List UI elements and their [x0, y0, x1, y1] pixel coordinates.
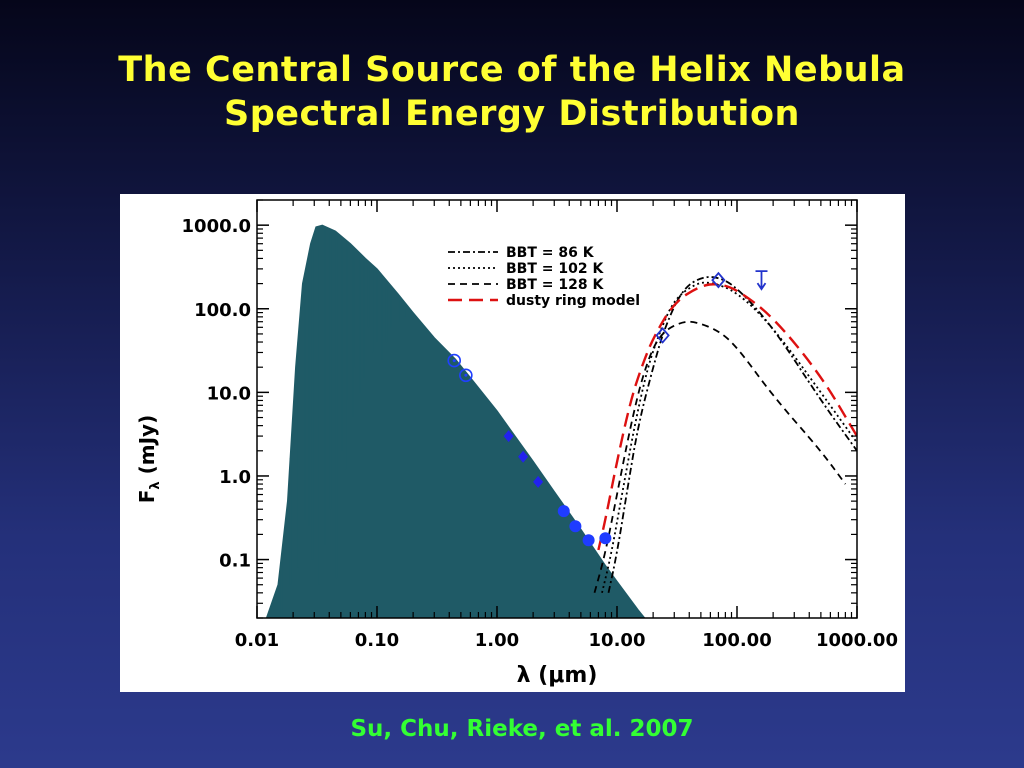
data-point-filled-circle — [599, 532, 612, 545]
legend-label: BBT = 102 K — [506, 261, 604, 277]
sed-chart-panel: 0.01 0.10 1.00 10.00 100.00 1000.00 0.1 1.0 10.0… — [120, 194, 905, 692]
x-tick-label: 0.01 — [235, 630, 279, 651]
series-bbt-102-k — [601, 281, 857, 594]
legend-label: BBT = 86 K — [506, 245, 595, 261]
data-point-filled-circle — [569, 520, 582, 533]
x-tick-label: 100.00 — [702, 630, 771, 651]
data-point-diamond — [503, 430, 514, 443]
data-point-upper-limit — [755, 270, 768, 291]
legend-label: dusty ring model — [506, 293, 640, 309]
data-point-open-circle-center — [452, 359, 456, 363]
x-axis-label: λ (μm) — [517, 663, 598, 688]
plot-frame — [256, 199, 858, 619]
series-bbt-86-k — [607, 276, 857, 593]
y-axis-label: Fλ (mJy) — [135, 415, 163, 503]
data-point-diamond — [533, 475, 544, 488]
x-tick-label: 10.00 — [589, 630, 646, 651]
sed-chart: 0.01 0.10 1.00 10.00 100.00 1000.00 0.1 1.0 10.0… — [135, 199, 898, 688]
y-tick-label: 1.0 — [219, 467, 251, 488]
series-dusty-ring-model — [597, 283, 857, 551]
title-line-1: The Central Source of the Helix Nebula — [118, 50, 906, 90]
data-point-open-diamond — [655, 327, 670, 344]
x-tick-label: 1000.00 — [816, 630, 898, 651]
x-tick-label: 0.10 — [355, 630, 399, 651]
data-point-open-circle — [447, 353, 462, 368]
legend-label: BBT = 128 K — [506, 277, 604, 293]
data-point-open-diamond — [711, 271, 726, 289]
data-point-open-circle — [459, 368, 473, 383]
title-line-2: Spectral Energy Distribution — [224, 94, 800, 134]
data-point-diamond — [518, 450, 529, 463]
data-point-filled-circle — [557, 505, 570, 518]
citation: Su, Chu, Rieke, et al. 2007 — [350, 716, 694, 742]
y-tick-label: 100.0 — [194, 300, 251, 321]
data-point-filled-circle — [582, 534, 595, 547]
slide-title: The Central Source of the Helix Nebula S… — [0, 48, 1024, 136]
data-point-open-circle-center — [464, 373, 468, 377]
y-tick-label: 0.1 — [219, 551, 251, 572]
y-tick-label: 1000.0 — [182, 216, 251, 237]
series-bbt-128-k — [593, 320, 847, 594]
y-tick-label: 10.0 — [207, 383, 251, 404]
x-tick-label: 1.00 — [475, 630, 519, 651]
